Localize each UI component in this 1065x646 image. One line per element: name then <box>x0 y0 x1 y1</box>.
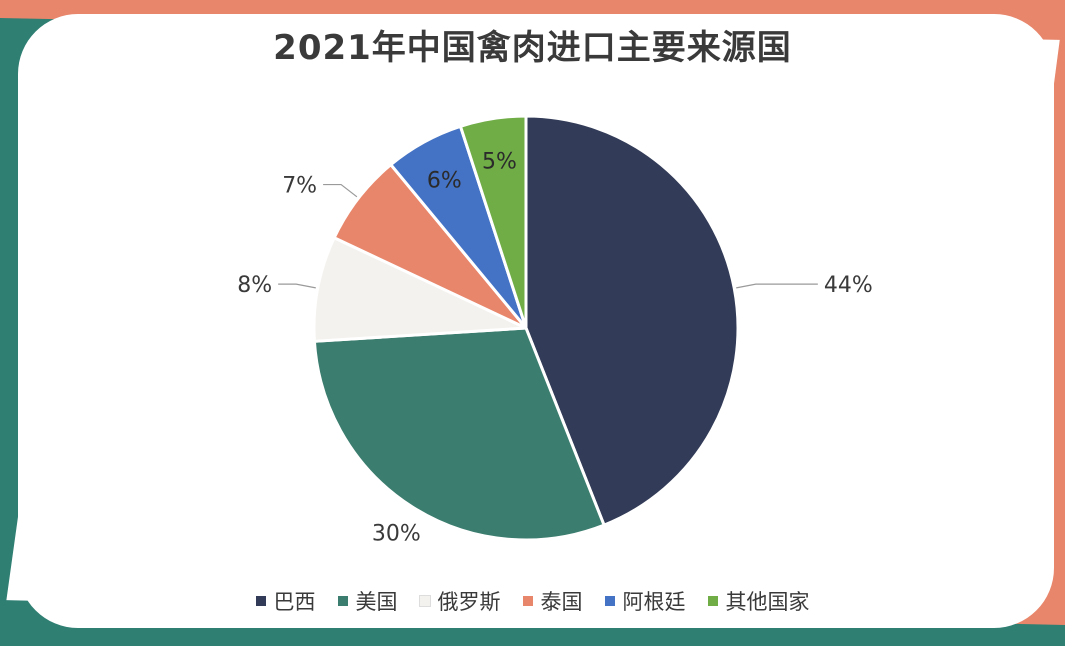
legend-label: 美国 <box>355 590 398 614</box>
legend-swatch <box>604 596 615 606</box>
legend-label: 阿根廷 <box>622 590 686 614</box>
legend-swatch <box>418 595 431 607</box>
legend-item: 巴西 <box>255 586 316 616</box>
data-label: 30% <box>372 521 421 546</box>
data-label: 5% <box>482 149 517 174</box>
legend-label: 俄罗斯 <box>437 590 501 614</box>
legend-swatch <box>255 596 266 606</box>
legend-label: 巴西 <box>273 590 316 614</box>
legend-item: 其他国家 <box>707 586 810 616</box>
legend-item: 泰国 <box>522 586 583 616</box>
legend-label: 其他国家 <box>725 590 810 614</box>
pie-slice-其他国家 <box>458 114 528 329</box>
leader-line <box>736 283 818 289</box>
pie-slice-俄罗斯 <box>312 235 527 343</box>
data-label: 7% <box>282 174 317 199</box>
legend-item: 阿根廷 <box>604 586 686 616</box>
data-label: 44% <box>824 273 873 298</box>
leader-line <box>278 283 316 289</box>
leader-line <box>323 183 358 198</box>
legend-item: 俄罗斯 <box>418 586 501 616</box>
legend-swatch <box>337 596 348 606</box>
chart-legend: 巴西 美国 俄罗斯 泰国 阿根廷 其他国家 <box>0 586 1065 616</box>
legend-swatch <box>707 596 718 606</box>
data-label: 6% <box>427 168 462 193</box>
legend-item: 美国 <box>337 586 398 616</box>
data-label: 8% <box>237 273 272 298</box>
legend-label: 泰国 <box>540 590 583 614</box>
legend-swatch <box>522 596 533 606</box>
pie-slice-美国 <box>312 326 606 542</box>
chart-title: 2021年中国禽肉进口主要来源国 <box>273 28 792 68</box>
pie-slice-巴西 <box>524 114 740 528</box>
